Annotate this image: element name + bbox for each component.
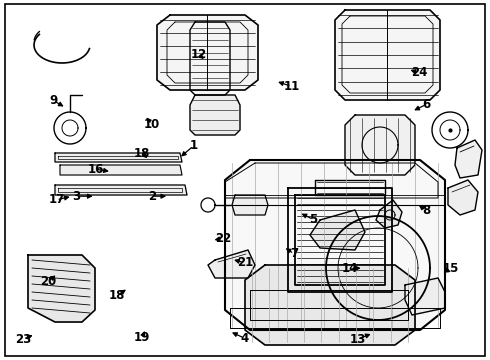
- Text: 13: 13: [349, 333, 366, 346]
- Text: 12: 12: [190, 48, 207, 60]
- Text: 18: 18: [134, 147, 150, 159]
- Polygon shape: [55, 153, 182, 162]
- Polygon shape: [405, 278, 445, 315]
- Polygon shape: [315, 180, 385, 195]
- Polygon shape: [28, 255, 95, 322]
- Text: 2: 2: [148, 190, 156, 203]
- Text: 1: 1: [190, 139, 197, 152]
- Text: 24: 24: [411, 66, 427, 79]
- Text: 14: 14: [342, 262, 359, 275]
- Text: 20: 20: [40, 275, 56, 288]
- Text: 6: 6: [422, 98, 430, 111]
- Text: 18: 18: [108, 289, 125, 302]
- Polygon shape: [376, 200, 402, 228]
- Text: 4: 4: [241, 332, 249, 345]
- Text: 5: 5: [310, 213, 318, 226]
- Polygon shape: [448, 180, 478, 215]
- Polygon shape: [190, 22, 230, 95]
- Text: 3: 3: [72, 190, 80, 203]
- Polygon shape: [60, 165, 182, 175]
- Polygon shape: [232, 195, 268, 215]
- Polygon shape: [455, 140, 482, 178]
- Text: 7: 7: [290, 247, 298, 260]
- Text: 9: 9: [50, 94, 58, 107]
- Text: 10: 10: [144, 118, 160, 131]
- Text: 11: 11: [283, 80, 300, 93]
- Text: 16: 16: [87, 163, 104, 176]
- Polygon shape: [295, 195, 385, 285]
- Text: 19: 19: [134, 331, 150, 344]
- Text: 15: 15: [442, 262, 459, 275]
- Polygon shape: [55, 185, 187, 195]
- Polygon shape: [157, 15, 258, 90]
- Polygon shape: [310, 210, 365, 250]
- Polygon shape: [190, 95, 240, 135]
- Polygon shape: [225, 160, 445, 330]
- Text: 21: 21: [237, 256, 253, 269]
- Polygon shape: [208, 250, 255, 278]
- Text: 23: 23: [15, 333, 32, 346]
- Polygon shape: [245, 265, 415, 345]
- Text: 8: 8: [422, 204, 430, 217]
- Text: 22: 22: [215, 232, 231, 245]
- Polygon shape: [345, 115, 415, 175]
- Polygon shape: [335, 10, 440, 100]
- Text: 17: 17: [48, 193, 65, 206]
